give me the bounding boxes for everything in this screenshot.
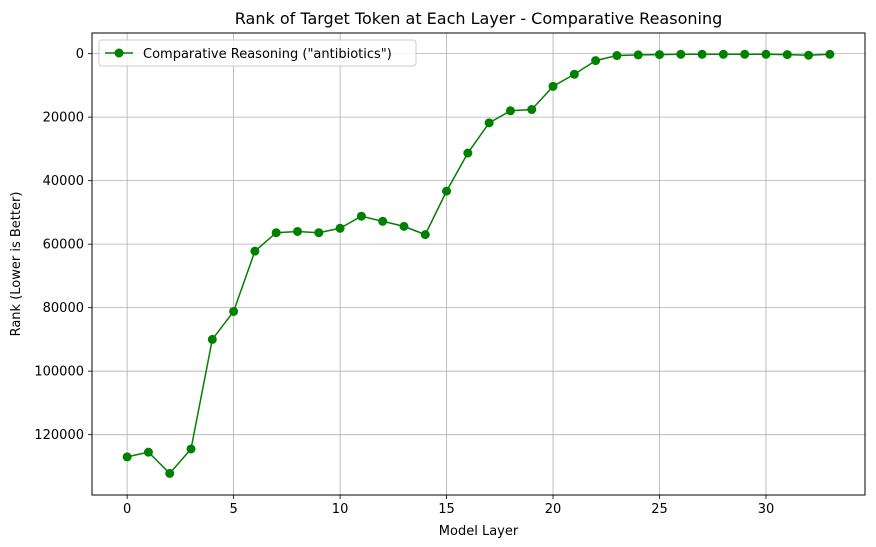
x-tick-label: 25 (651, 502, 668, 517)
data-point (250, 246, 260, 256)
data-point (229, 306, 239, 316)
data-point (420, 230, 430, 240)
y-tick-label: 120000 (34, 428, 84, 443)
data-point (207, 334, 217, 344)
data-point (782, 50, 792, 60)
data-point (186, 444, 196, 454)
data-point (633, 50, 643, 60)
legend-entry-label: Comparative Reasoning ("antibiotics") (143, 47, 392, 62)
data-point (655, 50, 665, 60)
data-point (399, 221, 409, 231)
plot-frame (91, 32, 866, 496)
data-point (761, 49, 771, 59)
series-line (126, 53, 830, 475)
data-point (740, 49, 750, 59)
y-tick-label: 0 (76, 47, 84, 62)
data-point (335, 223, 345, 233)
y-tick-label: 20000 (43, 111, 84, 126)
data-point (825, 49, 835, 59)
x-tick-label: 20 (545, 502, 562, 517)
data-point (591, 56, 601, 66)
legend-marker (114, 48, 124, 58)
data-point (356, 211, 366, 221)
data-point (548, 81, 558, 91)
x-tick-label: 5 (229, 502, 237, 517)
y-axis-label: Rank (Lower is Better) (9, 192, 24, 337)
axis-ticks: 0 5 10 15 20 25 30 0 20000 40000 60000 80000 100000 1… (34, 47, 774, 517)
x-tick-label: 30 (758, 502, 775, 517)
data-point (676, 49, 686, 59)
grid (92, 33, 865, 495)
chart-title: Rank of Target Token at Each Layer - Com… (235, 9, 722, 28)
data-point (697, 49, 707, 59)
data-point (165, 468, 175, 478)
data-point (143, 447, 153, 457)
data-point (612, 51, 622, 61)
legend: Comparative Reasoning ("antibiotics") (98, 39, 417, 67)
data-point (718, 49, 728, 59)
data-point (527, 105, 537, 115)
data-point (442, 186, 452, 196)
y-tick-label: 80000 (43, 301, 84, 316)
x-tick-label: 10 (332, 502, 349, 517)
data-point (314, 228, 324, 238)
x-tick-label: 0 (123, 502, 131, 517)
data-point (804, 50, 814, 60)
x-axis-label: Model Layer (439, 524, 519, 539)
data-point (122, 452, 132, 462)
series-layer (122, 49, 835, 478)
data-point (271, 228, 281, 238)
y-tick-label: 60000 (43, 238, 84, 253)
data-point (378, 216, 388, 226)
y-tick-label: 100000 (34, 365, 84, 380)
legend-box (98, 39, 417, 67)
y-tick-label: 40000 (43, 174, 84, 189)
data-point (463, 148, 473, 158)
data-point (484, 118, 494, 128)
x-tick-label: 15 (438, 502, 455, 517)
data-point (569, 69, 579, 79)
data-point (505, 106, 515, 116)
data-point (292, 226, 302, 236)
